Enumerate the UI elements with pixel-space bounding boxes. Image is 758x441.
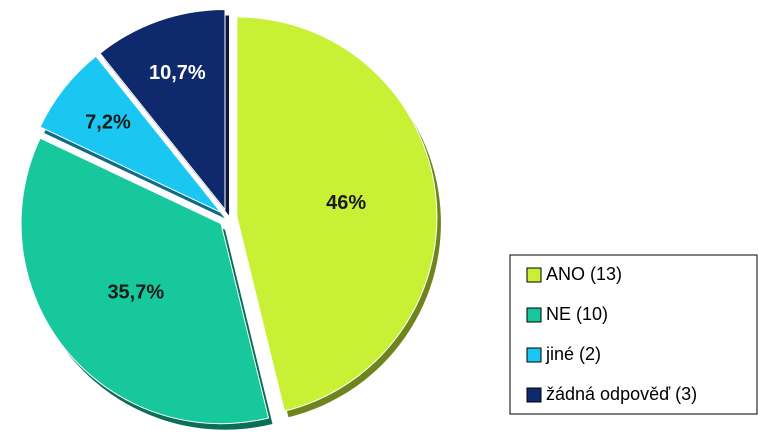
slice [236, 16, 438, 412]
legend-label: jiné (2) [545, 344, 601, 364]
slice [39, 55, 222, 213]
legend-label: NE (10) [546, 304, 608, 324]
legend-swatch [526, 267, 542, 283]
slice [99, 9, 226, 211]
data-label: 10,7% [149, 62, 206, 84]
data-label: 35,7% [107, 282, 164, 304]
legend-swatch [526, 387, 542, 403]
slice [20, 137, 270, 425]
legend-box [509, 254, 758, 415]
legend-swatch [526, 347, 542, 363]
legend-swatch [526, 307, 542, 323]
legend-label: žádná odpověď (3) [546, 384, 697, 404]
data-label: 7,2% [85, 111, 131, 133]
data-label: 46% [326, 192, 366, 214]
legend-label: ANO (13) [546, 264, 622, 284]
